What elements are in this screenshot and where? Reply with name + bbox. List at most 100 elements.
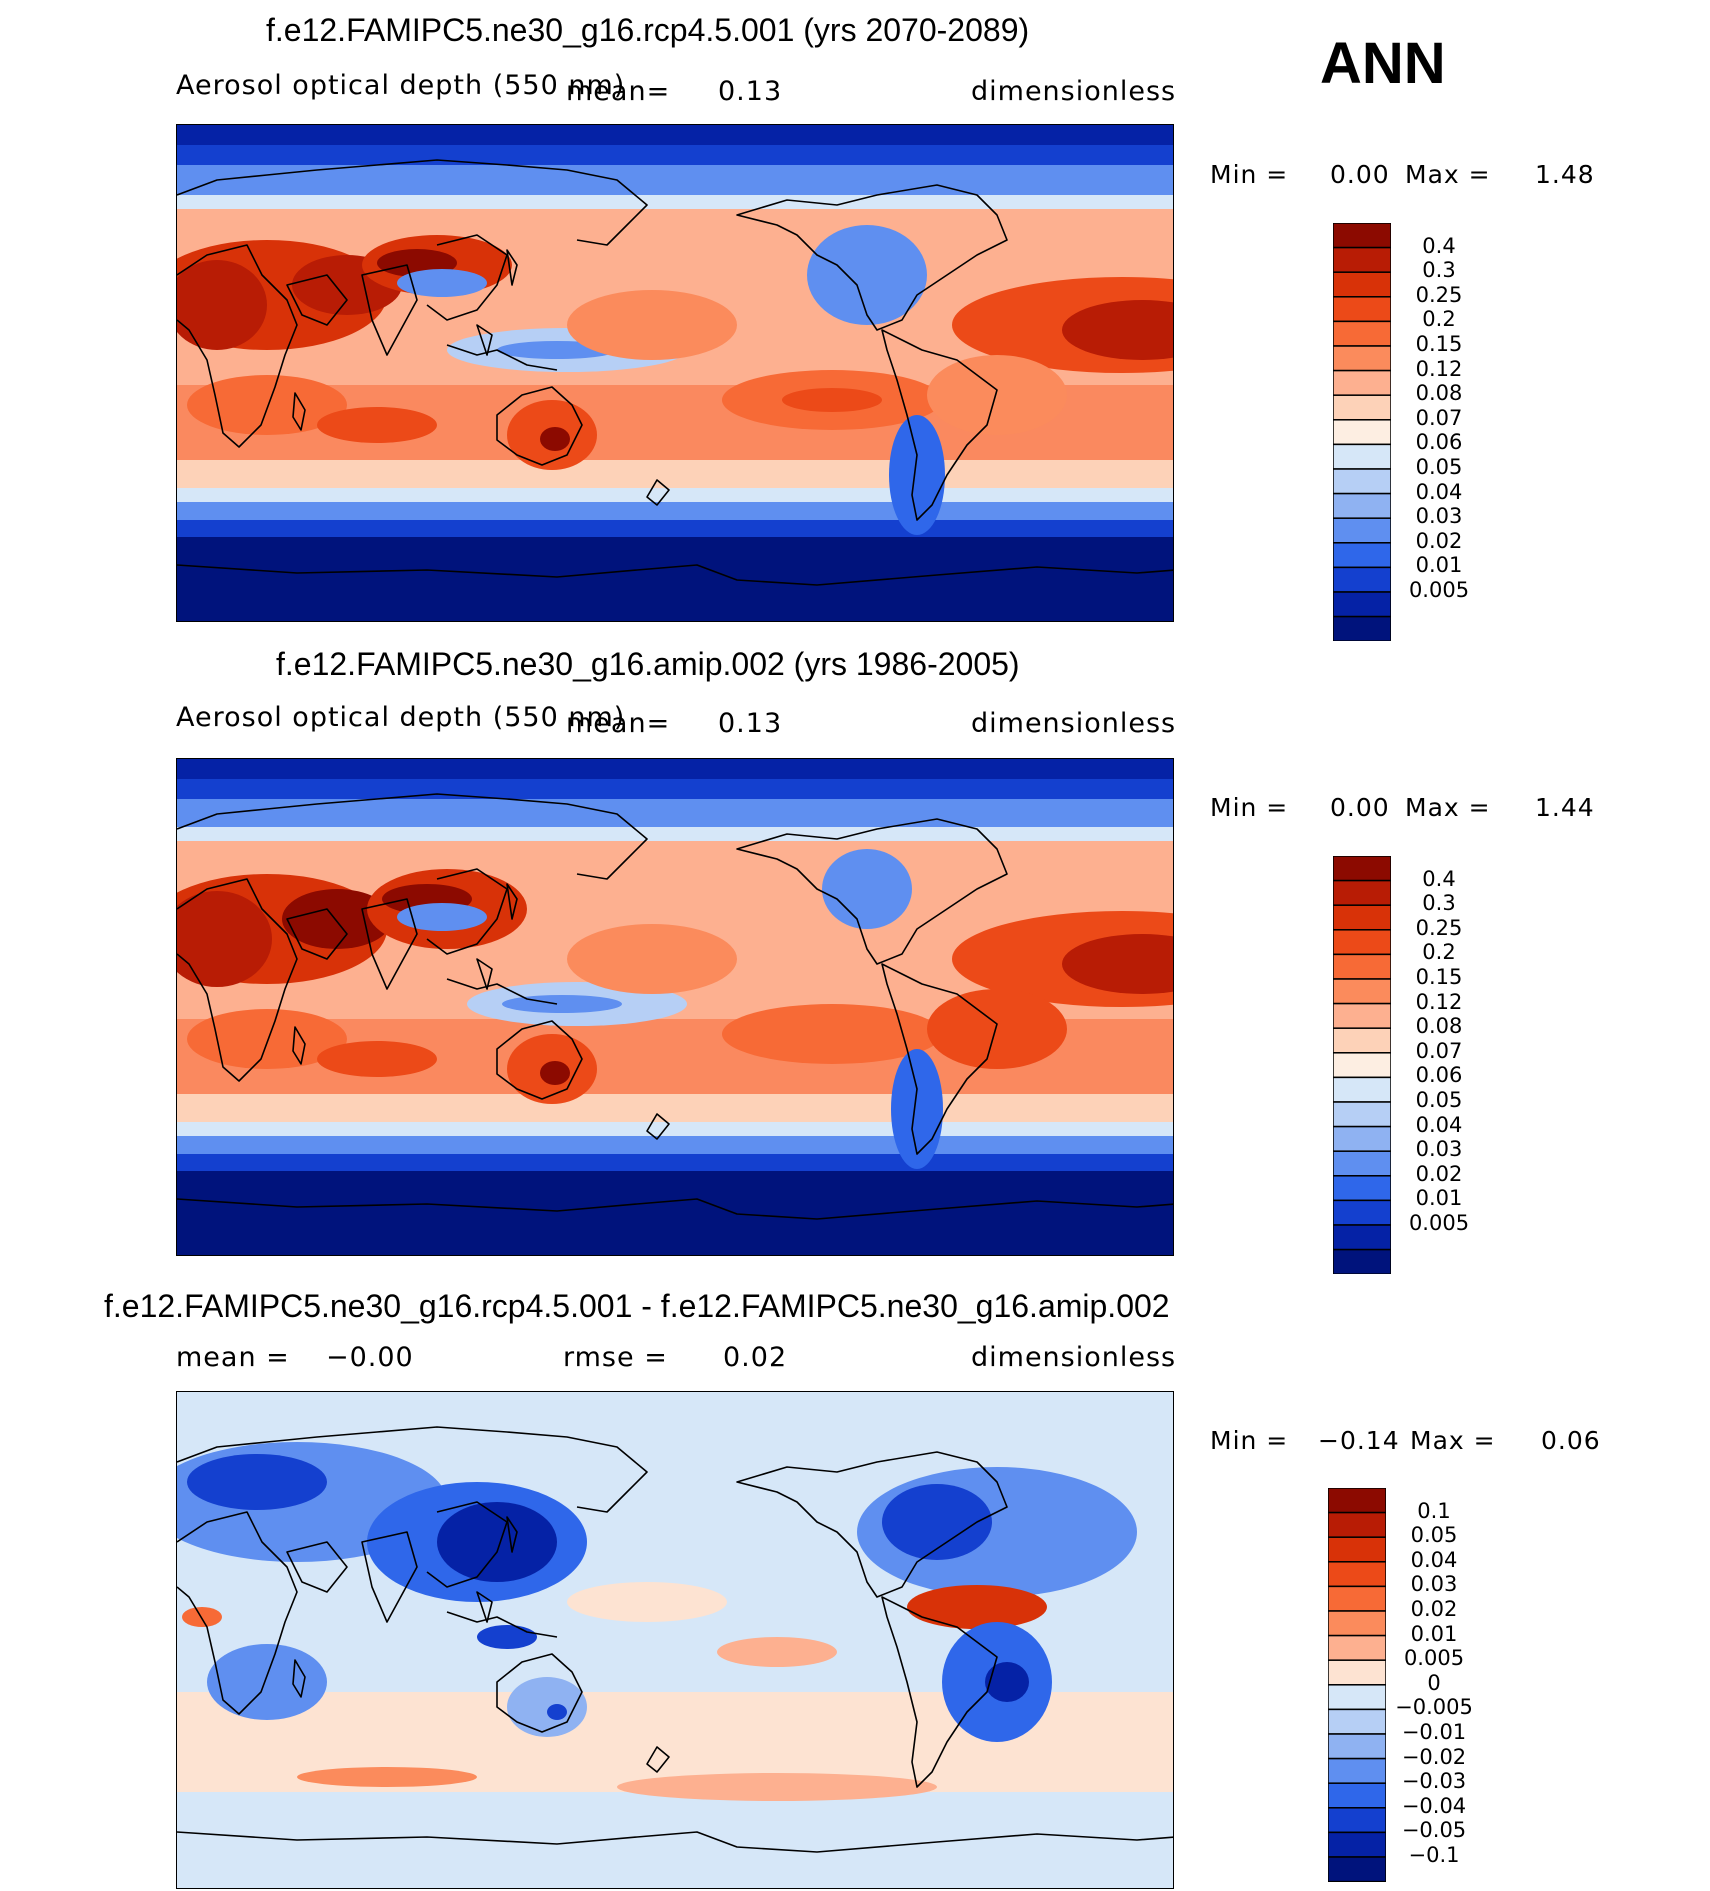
colorbar-swatch <box>1333 345 1391 372</box>
colorbar-label: 0.05 <box>1415 455 1463 479</box>
colorbar-label: 0.15 <box>1415 332 1463 356</box>
colorbar-swatch <box>1328 1659 1386 1686</box>
colorbar-label: 0.07 <box>1415 1038 1463 1063</box>
panel-3-title: f.e12.FAMIPC5.ne30_g16.rcp4.5.001 - f.e1… <box>104 1288 1170 1324</box>
panel-2-units: dimensionless <box>971 708 1177 739</box>
colorbar-label: 0.12 <box>1415 989 1463 1014</box>
colorbar-label: 0.4 <box>1422 866 1456 891</box>
panel-3-mean-value: −0.00 <box>326 1342 414 1373</box>
colorbar-swatch <box>1333 1101 1391 1128</box>
panel-3-rmse-value: 0.02 <box>723 1342 788 1373</box>
colorbar-label: 0.02 <box>1415 528 1463 553</box>
colorbar-label: 0.15 <box>1415 965 1463 989</box>
colorbar-swatch <box>1328 1610 1386 1637</box>
colorbar-swatch <box>1333 566 1391 593</box>
panel-1-max-value: 1.48 <box>1535 160 1595 189</box>
colorbar-label: −0.04 <box>1401 1793 1467 1818</box>
colorbar-label: 0.005 <box>1408 578 1470 602</box>
colorbar-label: 0.01 <box>1415 553 1463 578</box>
colorbar-swatch <box>1333 879 1391 906</box>
colorbar-label: 0.12 <box>1415 356 1463 381</box>
colorbar-swatch <box>1328 1831 1386 1858</box>
panel-1-variable: Aerosol optical depth (550 nm) <box>176 70 626 101</box>
colorbar-label: 0.005 <box>1403 1646 1465 1671</box>
colorbar-swatch <box>1328 1807 1386 1834</box>
colorbar-label: 0.25 <box>1415 282 1463 307</box>
colorbar-swatch <box>1333 296 1391 323</box>
colorbar-label: 0.06 <box>1415 430 1463 455</box>
colorbar-label: 0.04 <box>1415 479 1463 504</box>
colorbar-swatch <box>1333 1248 1391 1274</box>
colorbar-swatch <box>1333 1175 1391 1202</box>
colorbar-swatch <box>1333 320 1391 347</box>
colorbar-swatch <box>1333 492 1391 519</box>
colorbar-label: 0.06 <box>1415 1063 1463 1088</box>
colorbar-label: −0.02 <box>1401 1744 1467 1769</box>
panel-1-mean-value: 0.13 <box>718 76 783 107</box>
colorbar-label: 0.2 <box>1422 307 1456 332</box>
panel-2-mean-value: 0.13 <box>718 708 783 739</box>
colorbar-label: 0.2 <box>1422 940 1456 965</box>
colorbar-swatch <box>1333 443 1391 470</box>
colorbar-swatch <box>1333 369 1391 396</box>
colorbar-svg <box>1333 223 1391 641</box>
colorbar-label: 0.3 <box>1422 258 1456 283</box>
colorbar-swatch <box>1333 419 1391 446</box>
colorbar-swatch <box>1333 223 1391 249</box>
panel-2-max-value: 1.44 <box>1535 793 1595 822</box>
colorbar-swatch <box>1328 1585 1386 1612</box>
colorbar-label: 0.005 <box>1408 1211 1470 1235</box>
colorbar-label: 0.02 <box>1415 1161 1463 1186</box>
panel-3-map <box>176 1391 1174 1889</box>
colorbar-label: −0.05 <box>1401 1818 1467 1843</box>
colorbar-label: 0.07 <box>1415 405 1463 430</box>
colorbar-label: 0.08 <box>1415 1014 1463 1039</box>
colorbar-swatch <box>1328 1708 1386 1735</box>
colorbar-swatch <box>1328 1561 1386 1588</box>
colorbar-swatch <box>1333 904 1391 931</box>
colorbar-swatch <box>1333 1027 1391 1054</box>
panel-3-mean-label: mean = <box>176 1342 290 1373</box>
panel-2-mean-label: mean= <box>566 708 671 739</box>
colorbar-swatch <box>1333 856 1391 882</box>
colorbar-swatch <box>1333 271 1391 298</box>
colorbar-swatch <box>1333 394 1391 421</box>
colorbar-swatch <box>1328 1757 1386 1784</box>
colorbar-swatch <box>1333 1002 1391 1029</box>
colorbar-label: 0.03 <box>1415 1137 1463 1162</box>
colorbar-swatch <box>1328 1733 1386 1760</box>
colorbar-swatch <box>1328 1856 1386 1882</box>
panel-3-min-label: Min = <box>1210 1426 1289 1455</box>
colorbar-swatch <box>1333 591 1391 618</box>
panel-1-map <box>176 124 1174 622</box>
colorbar-label: −0.005 <box>1395 1695 1473 1720</box>
colorbar-label: 0.01 <box>1415 1186 1463 1211</box>
panel-1-colorbar: 0.4 0.3 0.25 0.2 0.15 0.12 0.08 0.07 0.06 0.05 0.0… <box>1333 223 1469 641</box>
colorbar-label: 0.1 <box>1417 1498 1451 1523</box>
colorbar-label: 0.04 <box>1415 1112 1463 1137</box>
colorbar-label: 0 <box>1427 1670 1441 1695</box>
colorbar-label: 0.03 <box>1410 1572 1458 1597</box>
colorbar-swatch <box>1333 542 1391 569</box>
panel-2-title: f.e12.FAMIPC5.ne30_g16.amip.002 (yrs 198… <box>276 646 1020 682</box>
colorbar-label: 0.08 <box>1415 381 1463 406</box>
panel-3-max-label: Max = <box>1410 1426 1496 1455</box>
colorbar-swatch <box>1333 953 1391 980</box>
colorbar-swatch <box>1328 1634 1386 1661</box>
colorbar-swatch <box>1333 517 1391 544</box>
panel-2-min-label: Min = <box>1210 793 1289 822</box>
colorbar-label: 0.25 <box>1415 915 1463 940</box>
colorbar-swatch <box>1328 1488 1386 1514</box>
colorbar-swatch <box>1333 978 1391 1005</box>
panel-2-variable: Aerosol optical depth (550 nm) <box>176 702 626 733</box>
colorbar-label: 0.05 <box>1415 1088 1463 1112</box>
colorbar-label: 0.02 <box>1410 1597 1458 1621</box>
colorbar-swatch <box>1333 929 1391 956</box>
panel-3-max-value: 0.06 <box>1541 1426 1601 1455</box>
colorbar-swatch <box>1333 1199 1391 1226</box>
colorbar-swatch <box>1328 1684 1386 1711</box>
colorbar-label: −0.01 <box>1401 1720 1467 1744</box>
colorbar-swatch <box>1328 1511 1386 1538</box>
season-label: ANN <box>1320 31 1446 96</box>
colorbar-swatch <box>1333 615 1391 641</box>
